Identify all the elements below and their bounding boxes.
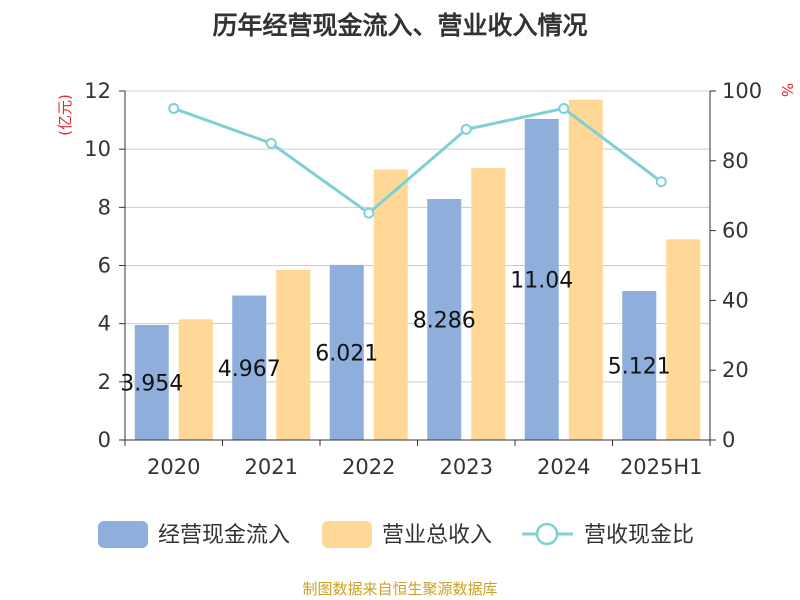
- chart-title: 历年经营现金流入、营业收入情况: [212, 11, 587, 40]
- legend-swatch-ratio-marker: [535, 522, 559, 546]
- cash-inflow-bar: [329, 264, 364, 440]
- ratio-point: [558, 102, 570, 114]
- ratio-line-series: [168, 102, 667, 219]
- cash-inflow-data-label: 11.04: [510, 268, 573, 293]
- left-tick-label: 2: [98, 370, 111, 394]
- x-tick-label: 2020: [147, 455, 200, 479]
- cash-inflow-data-label: 8.286: [413, 309, 476, 334]
- right-tick-label: 60: [722, 219, 749, 243]
- revenue-bar: [373, 169, 408, 440]
- revenue-bar: [666, 239, 701, 440]
- source-note: 制图数据来自恒生聚源数据库: [302, 580, 497, 598]
- x-tick-label: 2021: [245, 455, 298, 479]
- left-tick-label: 4: [98, 312, 111, 336]
- legend-swatch-cash-inflow: [98, 521, 148, 548]
- right-tick-label: 80: [722, 149, 749, 173]
- right-tick-label: 20: [722, 358, 749, 382]
- x-tick-label: 2025H1: [620, 455, 703, 479]
- ratio-point: [655, 176, 667, 188]
- left-tick-label: 12: [84, 79, 111, 103]
- legend-label-cash-inflow: 经营现金流入: [158, 523, 290, 548]
- data-labels: 3.954 4.967 6.021 8.286 11.04 5.121: [120, 268, 670, 396]
- ratio-point: [460, 123, 472, 135]
- revenue-bar: [471, 168, 506, 440]
- left-tick-label: 0: [98, 428, 111, 452]
- cash-inflow-data-label: 5.121: [608, 355, 671, 380]
- revenue-bar: [568, 99, 603, 440]
- cash-inflow-bar: [134, 325, 169, 440]
- gridlines: [125, 90, 710, 441]
- cash-inflow-bar: [622, 291, 657, 440]
- bar-series: [134, 99, 701, 441]
- left-axis-unit: (亿元): [56, 94, 74, 136]
- x-tick-label: 2023: [440, 455, 493, 479]
- right-tick-label: 100: [722, 79, 762, 103]
- right-tick-label: 40: [722, 288, 749, 312]
- ratio-point: [265, 137, 277, 149]
- legend-label-revenue: 营业总收入: [382, 523, 492, 548]
- left-tick-label: 6: [98, 254, 111, 278]
- cash-inflow-bar: [524, 118, 559, 441]
- ratio-point: [363, 207, 375, 219]
- right-axis-unit: %: [778, 83, 796, 97]
- legend: 经营现金流入 营业总收入 营收现金比: [98, 521, 694, 548]
- legend-label-ratio: 营收现金比: [584, 523, 694, 548]
- cash-inflow-bar: [232, 295, 267, 440]
- x-tick-label: 2024: [537, 455, 590, 479]
- axes: 0 2 4 6 8 10 12 0 20 40 60 80 100 2020 2021 2022 2023 202…: [84, 79, 762, 479]
- left-tick-label: 8: [98, 195, 111, 219]
- left-tick-label: 10: [84, 137, 111, 161]
- cash-inflow-data-label: 3.954: [120, 372, 183, 397]
- legend-swatch-revenue: [322, 521, 372, 548]
- ratio-point: [168, 102, 180, 114]
- ratio-line: [173, 106, 663, 216]
- revenue-bar: [276, 269, 311, 440]
- revenue-bar: [178, 319, 213, 440]
- cash-inflow-data-label: 4.967: [218, 357, 281, 382]
- cash-inflow-bar: [427, 199, 462, 440]
- cash-inflow-data-label: 6.021: [315, 341, 378, 366]
- x-tick-label: 2022: [342, 455, 395, 479]
- right-tick-label: 0: [722, 428, 735, 452]
